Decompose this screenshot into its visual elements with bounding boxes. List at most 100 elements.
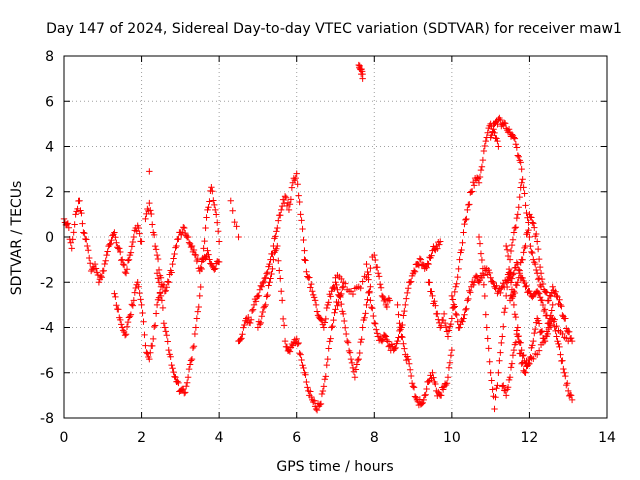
data-point — [506, 374, 514, 381]
data-point — [163, 284, 170, 291]
data-point — [515, 153, 522, 160]
data-point — [336, 292, 343, 300]
data-point — [437, 238, 444, 245]
data-point — [359, 324, 366, 331]
data-point — [276, 267, 283, 274]
data-point — [556, 343, 563, 351]
data-point — [195, 303, 202, 311]
data-point — [299, 362, 306, 369]
data-point — [286, 348, 294, 355]
data-point — [266, 260, 273, 268]
data-point — [367, 264, 374, 272]
data-point — [262, 274, 269, 281]
data-point — [241, 321, 248, 329]
data-point — [204, 247, 211, 254]
data-point — [548, 307, 555, 314]
data-point — [81, 230, 88, 237]
data-point — [65, 224, 73, 231]
data-point — [206, 256, 213, 263]
data-point — [510, 346, 518, 354]
data-point — [349, 364, 357, 372]
data-point — [124, 318, 132, 326]
data-point — [487, 274, 494, 281]
data-point — [278, 288, 285, 295]
data-point — [164, 338, 171, 345]
data-point — [265, 282, 272, 289]
data-point — [312, 301, 320, 309]
data-point — [86, 254, 93, 262]
data-point — [447, 352, 455, 359]
data-point — [443, 380, 451, 387]
data-point — [150, 231, 158, 239]
data-point — [423, 264, 430, 272]
data-point — [332, 306, 339, 313]
data-point — [395, 311, 402, 318]
data-point — [190, 246, 198, 254]
data-point — [394, 337, 401, 345]
data-point — [170, 368, 177, 376]
data-point — [139, 309, 146, 317]
data-point — [302, 257, 309, 264]
data-point — [237, 336, 244, 343]
data-point — [356, 349, 363, 357]
data-point — [341, 317, 348, 325]
data-point — [91, 260, 99, 268]
data-point — [396, 320, 403, 327]
data-point — [512, 141, 520, 148]
chart-title: Day 147 of 2024, Sidereal Day-to-day VTE… — [46, 21, 622, 37]
data-point — [316, 401, 324, 408]
data-point — [462, 306, 469, 314]
data-point — [147, 207, 154, 214]
data-point — [480, 147, 488, 155]
data-point — [488, 132, 495, 139]
data-point — [152, 310, 160, 317]
data-point — [515, 204, 522, 211]
data-point — [233, 223, 240, 230]
data-point — [129, 302, 137, 309]
data-point — [529, 219, 536, 226]
data-point — [498, 284, 505, 292]
data-point — [381, 332, 389, 339]
data-point — [138, 301, 145, 309]
data-point — [557, 351, 564, 358]
data-point — [406, 279, 414, 286]
x-axis-label: GPS time / hours — [276, 459, 393, 475]
data-point — [561, 369, 568, 376]
data-point — [183, 379, 191, 386]
data-point — [118, 256, 126, 263]
data-point — [352, 366, 360, 373]
data-point — [517, 339, 524, 346]
data-point — [399, 334, 406, 341]
data-point — [501, 119, 508, 127]
data-point — [240, 324, 247, 331]
data-point — [111, 229, 118, 236]
data-point — [460, 315, 467, 322]
data-point — [194, 255, 202, 263]
data-point — [512, 313, 520, 321]
data-point — [304, 384, 311, 391]
data-point — [377, 284, 385, 291]
data-point — [509, 236, 517, 243]
data-point — [115, 306, 122, 313]
data-point — [482, 311, 489, 318]
data-point — [168, 269, 175, 276]
data-point — [566, 391, 574, 399]
data-point — [187, 357, 195, 364]
y-tick-label: -4 — [40, 321, 54, 337]
data-point — [541, 306, 549, 313]
data-point — [478, 163, 486, 171]
data-point — [187, 243, 195, 251]
data-point — [92, 265, 100, 272]
data-point — [493, 135, 500, 142]
data-point — [465, 201, 472, 209]
data-point — [406, 366, 414, 374]
data-point — [562, 372, 569, 380]
data-point — [283, 343, 291, 351]
data-point — [135, 224, 142, 232]
data-point — [266, 279, 273, 286]
data-point — [382, 333, 390, 340]
data-point — [317, 400, 325, 408]
data-point — [247, 316, 255, 323]
data-point — [465, 295, 472, 303]
